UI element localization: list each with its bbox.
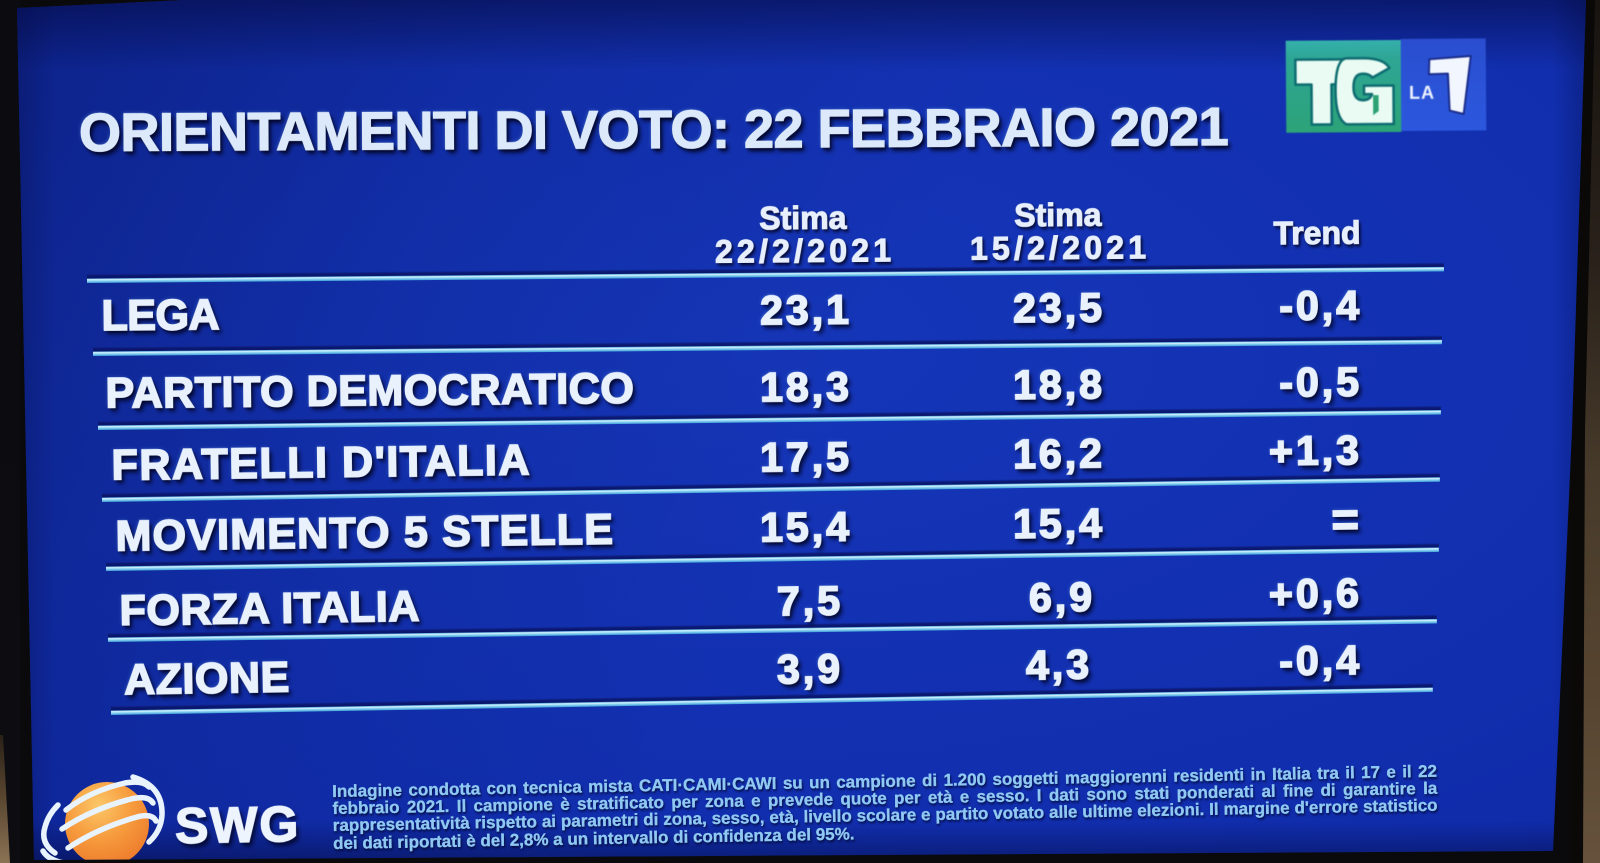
svg-text:LA: LA bbox=[1409, 83, 1435, 103]
